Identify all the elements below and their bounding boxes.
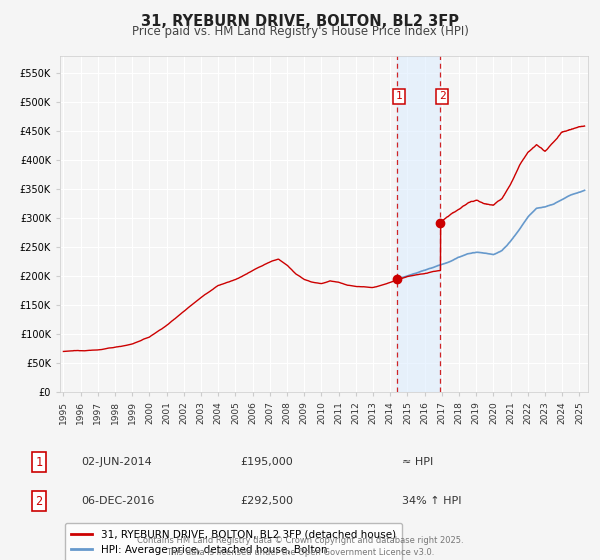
Bar <box>397 56 440 392</box>
Text: £195,000: £195,000 <box>240 457 293 467</box>
Text: 34% ↑ HPI: 34% ↑ HPI <box>402 496 461 506</box>
Text: ≈ HPI: ≈ HPI <box>402 457 433 467</box>
Text: 06-DEC-2016: 06-DEC-2016 <box>81 496 154 506</box>
Text: £292,500: £292,500 <box>240 496 293 506</box>
Text: 2: 2 <box>35 494 43 508</box>
Text: 1: 1 <box>35 455 43 469</box>
Legend: 31, RYEBURN DRIVE, BOLTON, BL2 3FP (detached house), HPI: Average price, detache: 31, RYEBURN DRIVE, BOLTON, BL2 3FP (deta… <box>65 524 402 560</box>
Text: 31, RYEBURN DRIVE, BOLTON, BL2 3FP: 31, RYEBURN DRIVE, BOLTON, BL2 3FP <box>141 14 459 29</box>
Text: 1: 1 <box>396 91 403 101</box>
Text: Price paid vs. HM Land Registry's House Price Index (HPI): Price paid vs. HM Land Registry's House … <box>131 25 469 38</box>
Text: 02-JUN-2014: 02-JUN-2014 <box>81 457 152 467</box>
Text: Contains HM Land Registry data © Crown copyright and database right 2025.
This d: Contains HM Land Registry data © Crown c… <box>137 536 463 557</box>
Text: 2: 2 <box>439 91 446 101</box>
